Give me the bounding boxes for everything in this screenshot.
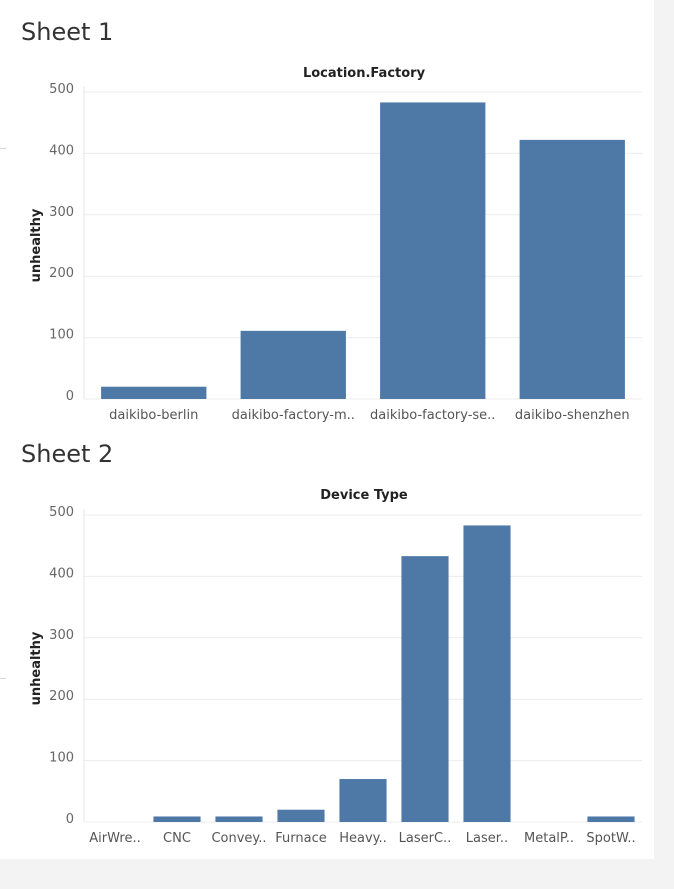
- y-tick-label: 100: [49, 328, 74, 343]
- bar: [215, 816, 263, 822]
- y-axis-label: unhealthy: [29, 208, 44, 282]
- bar: [401, 556, 449, 822]
- y-tick-label: 200: [49, 689, 74, 704]
- chart-title: Location.Factory: [303, 66, 426, 81]
- bar: [240, 330, 346, 399]
- bar: [463, 525, 511, 822]
- sheet-2-title: Sheet 2: [21, 440, 114, 468]
- y-tick-label: 0: [66, 812, 74, 827]
- y-tick-label: 300: [49, 628, 74, 643]
- x-category-label: daikibo-berlin: [109, 408, 198, 423]
- bar: [587, 816, 635, 822]
- bottom-margin: [0, 859, 674, 889]
- x-category-label: Furnace: [275, 831, 326, 846]
- x-category-label: Heavy..: [339, 831, 387, 846]
- x-category-label: daikibo-factory-se..: [370, 408, 495, 423]
- x-category-label: SpotW..: [586, 831, 635, 846]
- x-category-label: MetalP..: [524, 831, 574, 846]
- x-category-label: daikibo-factory-m..: [232, 408, 355, 423]
- right-margin: [654, 0, 674, 889]
- x-category-label: Convey..: [211, 831, 266, 846]
- x-category-label: Laser..: [466, 831, 508, 846]
- bar: [339, 779, 387, 822]
- sheet-1-title: Sheet 1: [21, 18, 114, 46]
- bar: [519, 139, 625, 399]
- bar: [380, 102, 486, 400]
- y-tick-label: 0: [66, 389, 74, 404]
- y-tick-label: 400: [49, 143, 74, 158]
- y-tick-label: 300: [49, 205, 74, 220]
- x-category-label: AirWre..: [89, 831, 140, 846]
- bar: [153, 816, 201, 822]
- left-edge: [0, 0, 6, 889]
- x-category-label: LaserC..: [399, 831, 452, 846]
- y-axis-label: unhealthy: [29, 631, 44, 705]
- y-tick-label: 500: [49, 82, 74, 97]
- x-category-label: CNC: [163, 831, 191, 846]
- bar: [277, 809, 325, 822]
- y-tick-label: 500: [49, 505, 74, 520]
- y-tick-label: 400: [49, 566, 74, 581]
- x-category-label: daikibo-shenzhen: [515, 408, 630, 423]
- bar: [101, 386, 207, 399]
- left-edge-tick: [0, 678, 6, 679]
- left-edge-tick: [0, 148, 6, 149]
- y-tick-label: 100: [49, 751, 74, 766]
- chart-title: Device Type: [320, 488, 408, 503]
- y-tick-label: 200: [49, 266, 74, 281]
